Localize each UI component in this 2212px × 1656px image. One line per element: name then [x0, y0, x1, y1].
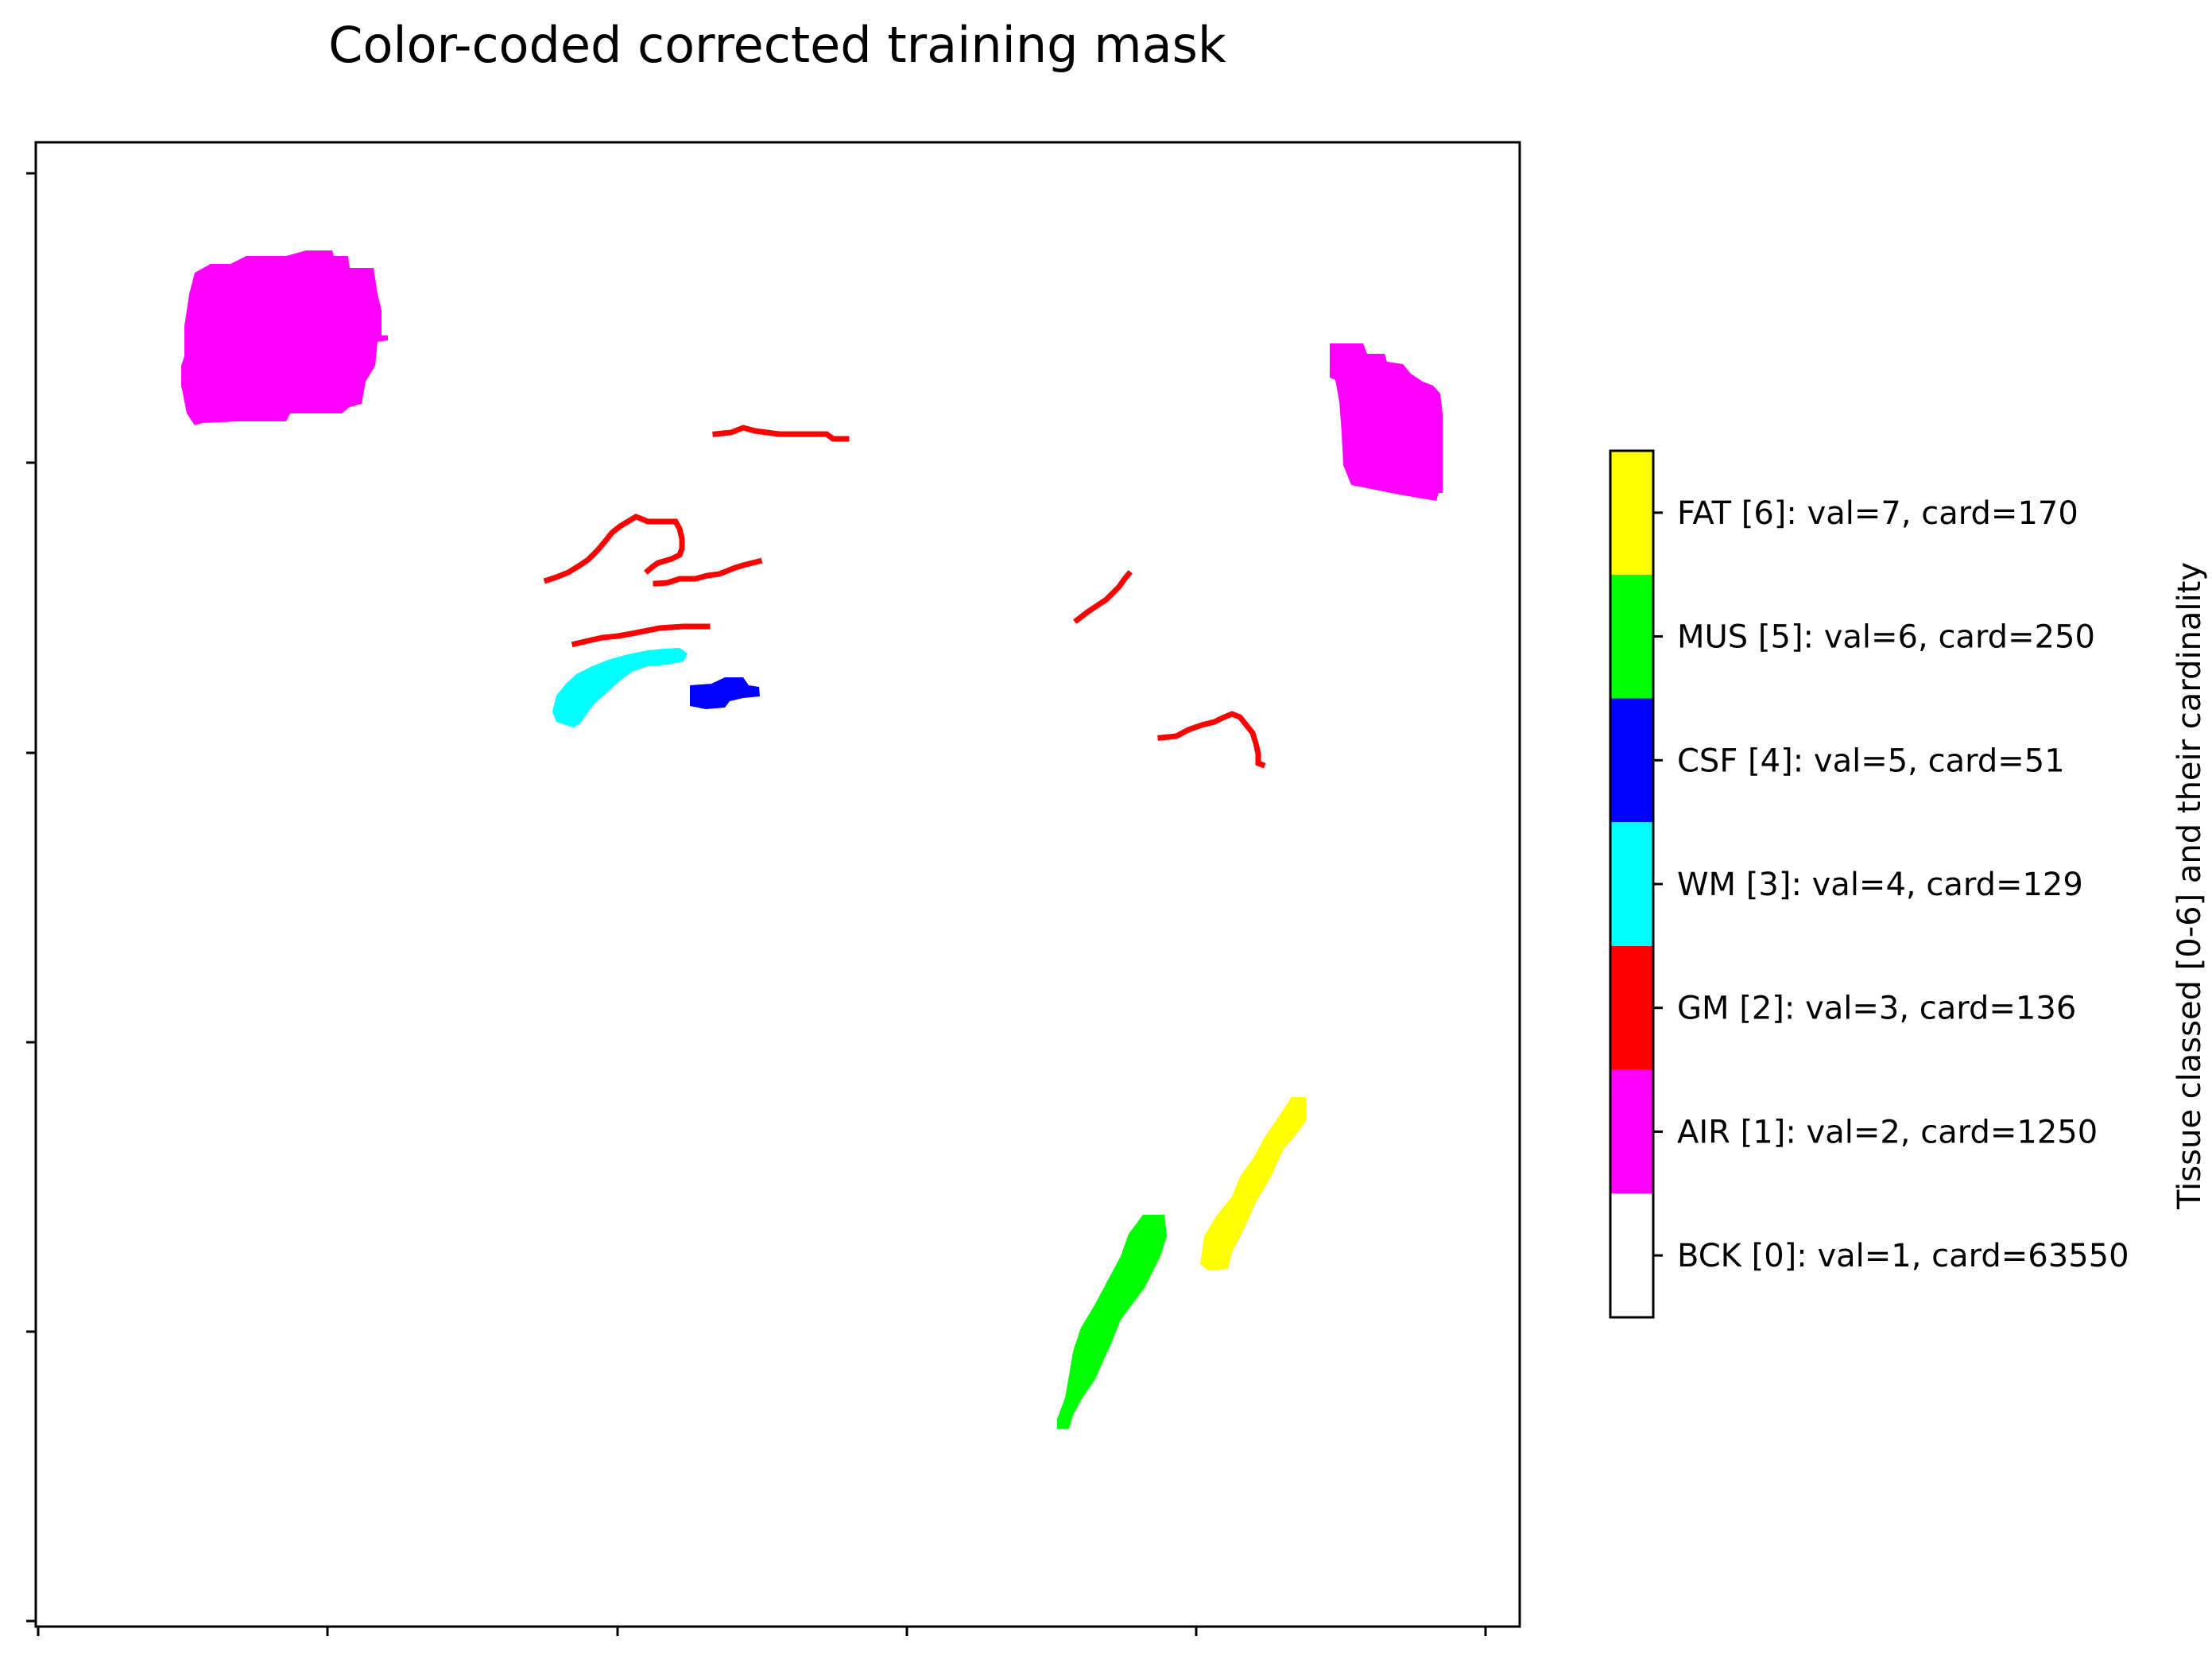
colorbar-segment — [1610, 1193, 1653, 1317]
colorbar-tick-label: MUS [5]: val=6, card=250 — [1677, 619, 2095, 656]
gm-curve-4 — [571, 623, 711, 648]
colorbar-segment — [1610, 1069, 1653, 1194]
wm-region — [552, 648, 688, 727]
colorbar-segment — [1610, 822, 1653, 946]
gm-curve-2 — [543, 514, 685, 584]
fat-region — [1200, 1097, 1306, 1270]
air-region-upper-right — [1330, 343, 1443, 501]
colorbar-tick-label: AIR [1]: val=2, card=1250 — [1677, 1114, 2098, 1150]
csf-region — [690, 677, 760, 709]
colorbar-segment — [1610, 698, 1653, 823]
gm-curve-6 — [1157, 711, 1266, 769]
y-ticks — [26, 172, 36, 1623]
gm-curve-5 — [1073, 570, 1133, 624]
air-region-upper-left — [181, 250, 388, 425]
colorbar-label: Tissue classed [0-6] and their cardinali… — [2171, 562, 2208, 1210]
mus-region — [1057, 1215, 1167, 1429]
x-ticks — [37, 1627, 1487, 1636]
colorbar-segment — [1610, 574, 1653, 699]
colorbar-tick-label: GM [2]: val=3, card=136 — [1677, 991, 2076, 1027]
colorbar-frame — [1609, 449, 1655, 1319]
colorbar-segment — [1610, 945, 1653, 1070]
colorbar-segment — [1610, 451, 1653, 575]
gm-curve-3 — [653, 557, 763, 587]
gm-regions — [543, 425, 1266, 769]
chart-title: Color-coded corrected training mask — [328, 16, 1226, 74]
mask-image — [26, 141, 1521, 1636]
colorbar-tick-label: FAT [6]: val=7, card=170 — [1677, 495, 2078, 532]
colorbar: BCK [0]: val=1, card=63550 AIR [1]: val=2… — [1609, 449, 2129, 1319]
colorbar-tick-label: CSF [4]: val=5, card=51 — [1677, 743, 2065, 779]
gm-curve-1 — [712, 425, 850, 442]
axes-frame — [34, 141, 1521, 1628]
colorbar-tick-label: WM [3]: val=4, card=129 — [1677, 867, 2083, 903]
colorbar-tick-label: BCK [0]: val=1, card=63550 — [1677, 1238, 2129, 1274]
